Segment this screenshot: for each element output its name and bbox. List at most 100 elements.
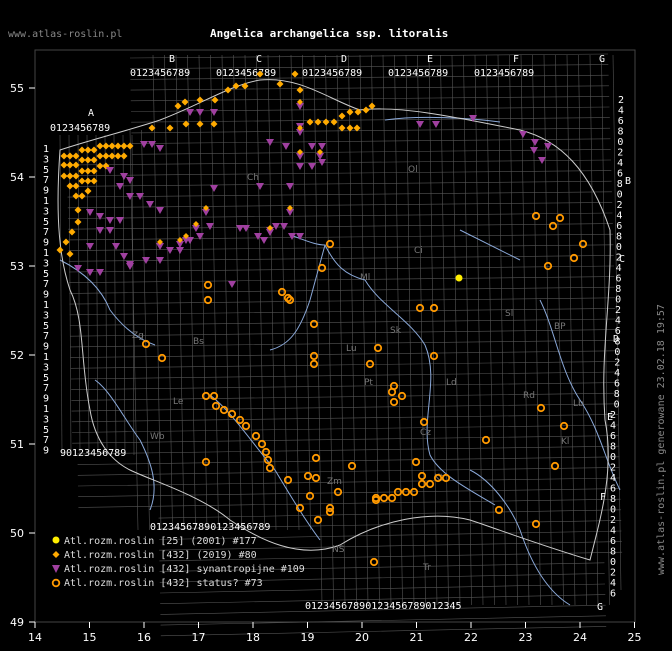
triangle-marker [116,217,124,224]
grid-row [70,329,616,337]
grid-digit-right: 6 [614,379,620,390]
grid-col [244,54,254,531]
region-label: Ol [408,165,418,175]
x-tick-label: 22 [464,631,478,644]
grid-digit-right: 4 [617,158,623,169]
ring-marker [283,293,293,303]
grid-row [71,403,618,412]
grid-digit-left: 5 [43,269,49,280]
grid-col [589,54,599,606]
region-label: NS [332,545,345,555]
grid-letter-right: D [613,334,619,345]
grid-row [68,244,614,251]
y-tick-label: 54 [10,171,24,184]
triangle-marker [266,229,274,236]
grid-digit-right: 6 [610,484,616,495]
diamond-marker [354,108,362,116]
diamond-marker [346,124,354,132]
triangle-marker [126,261,134,268]
diamond-marker [338,124,346,132]
diamond-marker [174,102,182,110]
grid-col [152,54,162,531]
grid-letter-right: C [619,254,625,265]
triangle-marker [318,143,326,150]
grid-digit-left: 7 [43,435,49,446]
grid-digit-left: 5 [43,425,49,436]
grid-letter-right: B [625,176,631,187]
grid-digit-right: 8 [614,389,620,400]
triangle-marker [228,281,236,288]
diamond-marker [66,172,74,180]
ring-marker [401,487,411,497]
grid-col [405,54,415,606]
diamond-marker [84,187,92,195]
grid-col [382,54,392,606]
triangle-marker [96,227,104,234]
grid-digit-right: 6 [610,536,616,547]
grid-letter-top: G [599,54,605,65]
region-label: Lu [346,344,357,354]
grid-digit-left: 5 [43,373,49,384]
diamond-marker [78,177,86,185]
diamond-marker [291,70,299,78]
ring-marker [309,359,319,369]
grid-row [68,233,614,241]
diamond-marker [276,80,284,88]
grid-digit-right: 4 [616,211,622,222]
region-label: Sk [390,326,402,336]
triangle-marker [176,247,184,254]
diamond-marker [306,118,314,126]
grid-col [290,54,300,531]
diamond-marker [72,182,80,190]
triangle-marker [112,243,120,250]
grid-digit-right: 2 [610,410,616,421]
triangle-marker [288,233,296,240]
grid-row [77,467,620,476]
grid-digit-left: 9 [43,238,49,249]
diamond-marker [90,156,98,164]
grid-digit-left: 3 [43,258,49,269]
diamond-marker [182,120,190,128]
ring-marker [251,431,261,441]
grid-row [69,308,616,316]
ring-marker [393,487,403,497]
grid-digit-left: 9 [43,342,49,353]
grid-col [104,134,108,456]
grid-digit-right: 0 [615,295,621,306]
diamond-marker [183,233,189,239]
grid-row [70,371,618,380]
grid-digit-right: 2 [610,568,616,579]
diamond-marker [78,156,86,164]
diamond-marker [166,124,174,132]
triangle-marker [120,173,128,180]
diamond-marker [96,142,104,150]
grid-digit-left: 3 [43,154,49,165]
triangle-marker [296,163,304,170]
triangle-marker [106,167,114,174]
ring-marker [409,487,419,497]
ring-marker [157,353,167,363]
triangle-marker [202,209,210,216]
rivers-layer [59,116,621,606]
ring-marker [559,421,569,431]
grid-digit-right: 4 [618,106,624,117]
grid-digit-right: 2 [610,463,616,474]
diamond-marker [78,192,86,200]
triangle-marker [156,243,164,250]
grid-col [175,54,185,531]
grid-digits-top: 0123456789 [216,68,276,79]
grid-digit-right: 8 [615,337,621,348]
diamond-marker [114,142,122,150]
grid-digit-right: 0 [610,557,616,568]
diamond-marker [203,205,209,211]
triangle-marker [86,269,94,276]
grid-row [130,96,610,102]
triangle-marker [282,143,290,150]
grid-col [267,54,277,531]
grid-col [520,54,530,606]
ring-marker [543,261,553,271]
grid-col [77,134,81,456]
triangle-marker [156,207,164,214]
grid-col [279,54,288,531]
